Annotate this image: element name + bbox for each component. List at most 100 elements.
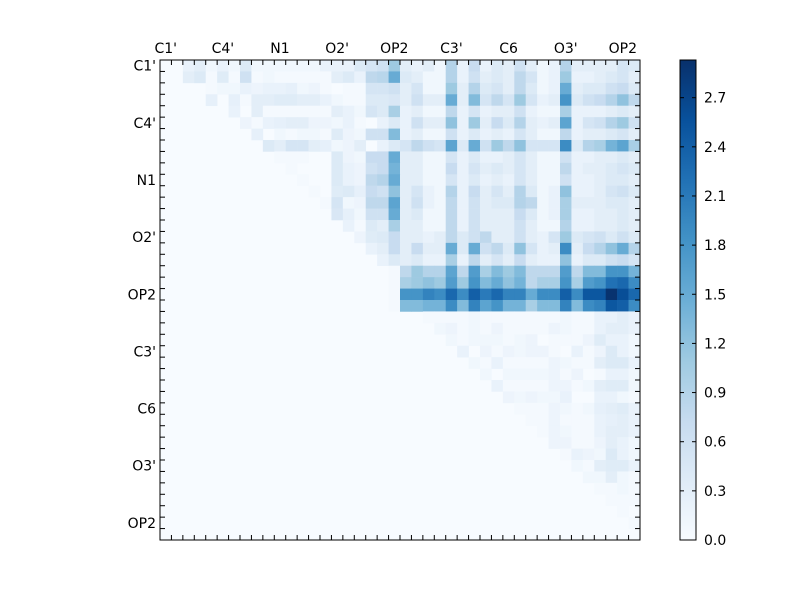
heatmap-cell	[422, 220, 435, 232]
heatmap-cell	[377, 220, 389, 232]
heatmap-cell	[388, 242, 401, 255]
heatmap-cell	[411, 185, 424, 198]
heatmap-cell	[297, 151, 309, 164]
heatmap-cell	[388, 288, 401, 301]
heatmap-cell	[594, 231, 607, 244]
heatmap-cell	[228, 60, 241, 72]
heatmap-cell	[548, 414, 561, 427]
heatmap-cell	[514, 220, 527, 232]
heatmap-cell	[320, 140, 332, 152]
colorbar-tick-label: 2.1	[704, 189, 726, 205]
heatmap-cell	[617, 71, 629, 84]
heatmap-cell	[491, 208, 504, 221]
heatmap-cell	[320, 71, 332, 84]
heatmap-cell	[617, 357, 629, 369]
heatmap-cell	[422, 231, 435, 244]
heatmap-cell	[297, 140, 309, 152]
heatmap-cell	[194, 71, 207, 84]
heatmap-cell	[548, 105, 561, 118]
heatmap-cell	[628, 128, 641, 141]
heatmap-cell	[377, 105, 389, 118]
heatmap-cell	[251, 117, 264, 129]
y-tick-label: O3'	[132, 459, 156, 475]
heatmap-cell	[548, 437, 561, 449]
heatmap-cell	[537, 254, 549, 267]
heatmap-cell	[468, 117, 481, 129]
heatmap-cell	[605, 82, 618, 95]
heatmap-cell	[502, 380, 515, 392]
heatmap-cell	[525, 82, 538, 95]
heatmap-cell	[445, 220, 458, 232]
heatmap-cell	[377, 197, 389, 209]
heatmap-cell	[251, 82, 264, 95]
heatmap-cell	[502, 345, 515, 358]
heatmap-cell	[628, 357, 641, 369]
heatmap-cell	[628, 482, 641, 495]
heatmap-cell	[628, 254, 641, 267]
heatmap-cell	[525, 254, 538, 267]
heatmap-cell	[617, 254, 629, 267]
heatmap-cell	[331, 162, 344, 175]
heatmap-cell	[480, 357, 492, 369]
heatmap-cell	[377, 208, 389, 221]
y-tick-label: OP2	[128, 287, 156, 303]
heatmap-cell	[548, 231, 561, 244]
heatmap-cell	[594, 368, 607, 381]
heatmap-cell	[274, 82, 287, 95]
heatmap-cell	[502, 334, 515, 347]
heatmap-cell	[445, 151, 458, 164]
heatmap-cell	[537, 368, 549, 381]
heatmap-cell	[388, 82, 401, 95]
heatmap-cell	[240, 71, 252, 84]
heatmap-cell	[457, 345, 469, 358]
heatmap-cell	[480, 368, 492, 381]
heatmap-cell	[628, 174, 641, 187]
heatmap-cell	[628, 368, 641, 381]
heatmap-cell	[537, 60, 549, 72]
heatmap-cell	[582, 357, 595, 369]
heatmap-cell	[445, 322, 458, 335]
heatmap-cell	[594, 471, 607, 484]
heatmap-cell	[605, 414, 618, 427]
heatmap-cell	[548, 185, 561, 198]
heatmap-cell	[537, 311, 549, 324]
heatmap-cell	[548, 60, 561, 72]
heatmap-cell	[468, 231, 481, 244]
heatmap-cell	[525, 220, 538, 232]
heatmap-cell	[617, 437, 629, 449]
heatmap-cell	[605, 231, 618, 244]
heatmap-cell	[400, 151, 412, 164]
heatmap-cell	[468, 208, 481, 221]
heatmap-cell	[617, 368, 629, 381]
heatmap-cell	[537, 242, 549, 255]
heatmap-cell	[365, 220, 378, 232]
heatmap-cell	[628, 197, 641, 209]
heatmap-cell	[297, 117, 309, 129]
heatmap-cell	[560, 402, 572, 415]
y-tick-label: C3'	[133, 344, 156, 360]
heatmap-cell	[388, 185, 401, 198]
heatmap-cell	[400, 71, 412, 84]
heatmap-cell	[434, 322, 447, 335]
heatmap-cell	[262, 94, 275, 107]
heatmap-cell	[582, 471, 595, 484]
heatmap-cell	[525, 185, 538, 198]
colorbar-tick-label: 1.5	[704, 287, 726, 303]
heatmap-cell	[537, 220, 549, 232]
heatmap-cell	[491, 254, 504, 267]
heatmap-cell	[434, 277, 447, 289]
heatmap-cell	[594, 60, 607, 72]
heatmap-cell	[514, 94, 527, 107]
colorbar-tick-label: 0.3	[704, 484, 726, 500]
heatmap-cell	[594, 185, 607, 198]
x-tick-label: O3'	[554, 41, 578, 57]
heatmap-cell	[514, 105, 527, 118]
heatmap-cell	[548, 162, 561, 175]
heatmap-cell	[354, 94, 367, 107]
heatmap-cell	[514, 60, 527, 72]
heatmap-cell	[411, 94, 424, 107]
heatmap-cell	[582, 402, 595, 415]
heatmap-cell	[434, 117, 447, 129]
